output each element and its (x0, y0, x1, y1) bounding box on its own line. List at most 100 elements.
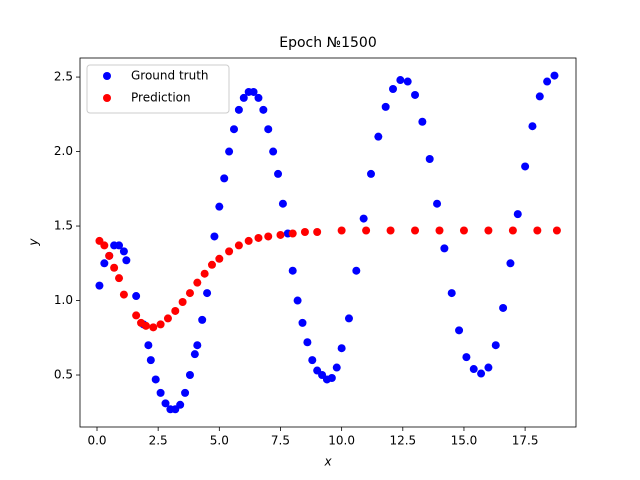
data-point (200, 269, 209, 278)
data-point (100, 259, 109, 268)
data-point (220, 174, 229, 183)
data-point (190, 350, 199, 359)
data-point (352, 266, 361, 275)
data-point (300, 227, 309, 236)
data-point (528, 122, 537, 131)
data-point (185, 371, 194, 380)
data-point (198, 315, 207, 324)
data-point (513, 210, 522, 219)
data-point (163, 314, 172, 323)
y-tick-label: 1.0 (54, 293, 73, 307)
data-point (203, 289, 212, 298)
data-point (344, 314, 353, 323)
data-point (225, 247, 234, 256)
axes-frame (79, 57, 577, 428)
data-point (185, 289, 194, 298)
data-point (550, 71, 559, 80)
data-point (462, 353, 471, 362)
data-point (234, 241, 243, 250)
data-point (181, 388, 190, 397)
data-point (149, 323, 158, 332)
data-point (484, 363, 493, 372)
data-point (288, 229, 297, 238)
data-point (119, 247, 128, 256)
data-point (411, 226, 420, 235)
data-point (110, 263, 119, 272)
data-point (193, 278, 202, 287)
legend-label: Ground truth (131, 69, 209, 83)
data-point (484, 226, 493, 235)
chart-title: Epoch №1500 (279, 35, 377, 51)
data-point (132, 292, 141, 301)
data-point (269, 147, 278, 156)
data-point (386, 226, 395, 235)
data-point (234, 105, 243, 114)
data-point (95, 281, 104, 290)
data-point (459, 226, 468, 235)
data-point (151, 375, 160, 384)
data-point (122, 256, 131, 265)
data-point (491, 341, 500, 350)
data-point (156, 320, 165, 329)
x-tick-label: 15.0 (451, 434, 478, 448)
data-point (433, 199, 442, 208)
x-tick-label: 0.0 (87, 434, 106, 448)
data-point (298, 318, 307, 327)
data-point (264, 232, 273, 241)
data-point (506, 259, 515, 268)
data-point (244, 236, 253, 245)
data-point (440, 244, 449, 253)
data-point (115, 241, 124, 250)
data-point (327, 373, 336, 382)
data-point (254, 93, 263, 102)
y-tick-label: 2.5 (54, 70, 73, 84)
data-point (508, 226, 517, 235)
legend-box (86, 64, 230, 114)
data-point (425, 155, 434, 164)
data-point (552, 226, 561, 235)
data-point (362, 226, 371, 235)
data-point (418, 117, 427, 126)
data-point (411, 90, 420, 99)
data-point (215, 254, 224, 263)
data-point (193, 341, 202, 350)
data-point (225, 147, 234, 156)
x-tick-label: 2.5 (149, 434, 168, 448)
x-tick-label: 5.0 (210, 434, 229, 448)
data-point (469, 365, 478, 374)
x-axis-label: x (323, 455, 332, 469)
data-point (293, 296, 302, 305)
data-point (229, 125, 238, 134)
legend-label: Prediction (131, 91, 191, 105)
data-point (303, 338, 312, 347)
data-point (288, 266, 297, 275)
legend-marker (103, 94, 111, 102)
data-point (477, 369, 486, 378)
data-point (278, 199, 287, 208)
data-point (254, 233, 263, 242)
data-point (403, 77, 412, 86)
data-point (210, 232, 219, 241)
data-point (239, 93, 248, 102)
data-point (366, 169, 375, 178)
data-point (389, 84, 398, 93)
data-point (533, 226, 542, 235)
data-point (176, 400, 185, 409)
data-point (435, 226, 444, 235)
data-point (447, 289, 456, 298)
data-point (207, 260, 216, 269)
data-point (161, 399, 170, 408)
data-point (521, 162, 530, 171)
data-point (264, 125, 273, 134)
data-point (119, 290, 128, 299)
data-point (274, 169, 283, 178)
data-point (359, 214, 368, 223)
data-point (146, 356, 155, 365)
data-point (215, 202, 224, 211)
legend: Ground truth Prediction (86, 64, 230, 114)
data-point (337, 344, 346, 353)
data-point (332, 363, 341, 372)
legend-marker (103, 72, 111, 80)
x-tick-label: 10.0 (328, 434, 355, 448)
data-point (105, 251, 114, 260)
